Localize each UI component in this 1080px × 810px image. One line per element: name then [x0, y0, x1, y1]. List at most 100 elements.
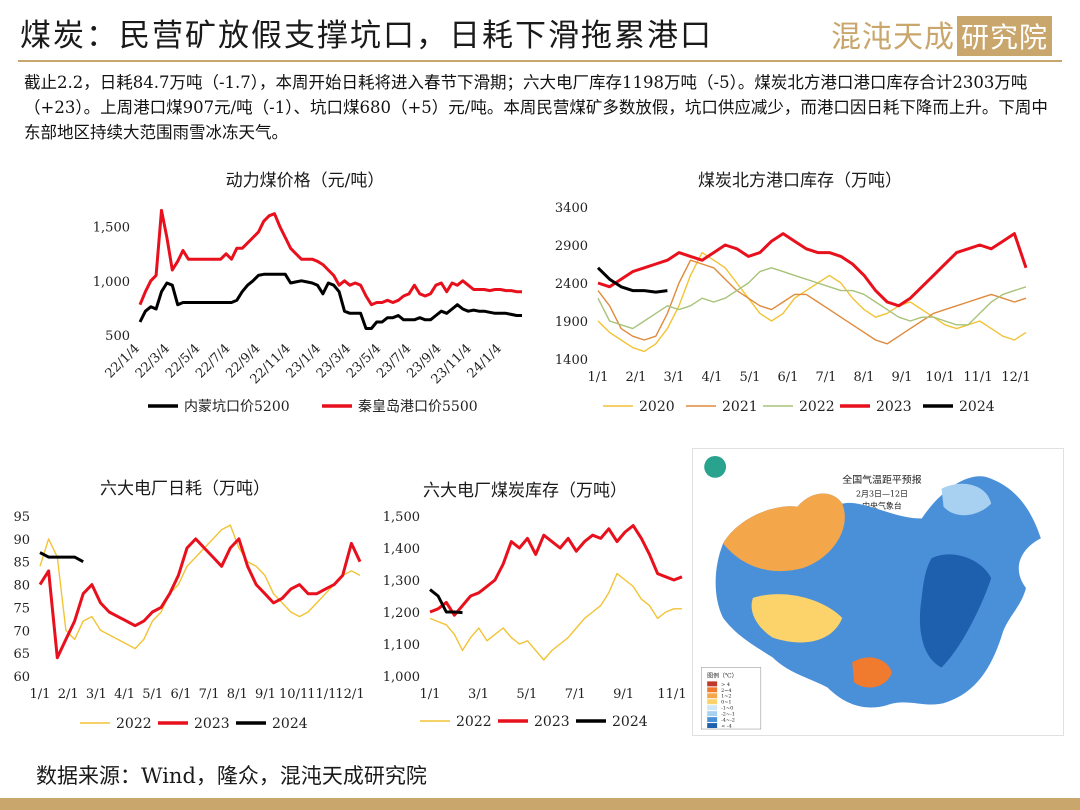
legend-label: 2022 [799, 399, 835, 415]
legend-label: 秦皇岛港口价5500 [358, 399, 478, 415]
legend-color-label: < -4 [721, 724, 732, 730]
chart-title-stock: 六大电厂煤炭库存（万吨） [423, 481, 627, 501]
y-tick-label: 1,000 [93, 275, 130, 290]
cma-logo-icon [704, 455, 727, 478]
y-tick-label: 90 [13, 533, 30, 548]
x-tick-label: 2/1 [626, 370, 647, 385]
legend-color-swatch [707, 711, 718, 717]
series-line-2022 [597, 267, 1027, 330]
footer-bar [0, 798, 1080, 810]
series-line-2023 [429, 524, 683, 617]
map-source: 中央气象台 [862, 501, 902, 511]
chart-stock: 1,000 1,100 1,200 1,300 1,400 1,500 1/1 3/1 5/1 7… [383, 510, 687, 730]
legend-label: 2021 [722, 399, 758, 415]
legend-color-swatch [707, 681, 718, 687]
series-line-2022 [429, 572, 682, 661]
series-line-内蒙坑口价5200 [138, 272, 522, 330]
chart-title-consumption: 六大电厂日耗（万吨） [100, 479, 270, 499]
y-tick-label: 1400 [555, 353, 588, 368]
y-tick-label: 75 [13, 601, 30, 616]
legend-label: 内蒙坑口价5200 [184, 399, 290, 415]
x-tick-label: 6/1 [778, 370, 799, 385]
y-tick-label: 60 [13, 670, 30, 685]
x-tick-label: 5/1 [740, 370, 761, 385]
legend-color-label: 2~4 [721, 688, 731, 694]
series-line-2023 [597, 232, 1028, 308]
legend-label: 2024 [272, 716, 308, 732]
series-line-2023 [38, 537, 362, 660]
y-tick-label: 3400 [555, 201, 588, 216]
series-line-2020 [597, 251, 1027, 353]
legend-color-label: -2~-1 [721, 712, 735, 718]
x-tick-label: 9/1 [892, 370, 913, 385]
x-tick-label: 8/1 [227, 687, 248, 702]
x-tick-label: 11/1 [307, 687, 336, 702]
page-title: 煤炭：民营矿放假支撑坑口，日耗下滑拖累港口 [20, 18, 713, 54]
y-tick-label: 1,500 [93, 221, 130, 236]
legend-label: 2024 [612, 714, 648, 730]
legend-color-label: > 4 [721, 682, 730, 688]
x-tick-label: 10/1 [279, 687, 308, 702]
legend-label: 2020 [639, 399, 675, 415]
legend-label: 2023 [534, 714, 570, 730]
x-tick-label: 11/1 [963, 370, 992, 385]
x-tick-label: 11/1 [657, 687, 686, 702]
y-tick-label: 2400 [555, 277, 588, 292]
chart-consumption: 60 65 70 75 80 85 90 95 1/1 2/1 3/1 4/1 5/1 6/1 7/1 8/1… [13, 510, 364, 732]
chart-price: 5001,0001,50022/1/422/3/422/5/422/7/422/… [93, 208, 522, 415]
y-tick-label: 500 [105, 329, 130, 344]
y-tick-label: 1900 [555, 315, 588, 330]
legend-color-label: -4~-2 [721, 718, 735, 724]
y-tick-label: 2900 [555, 239, 588, 254]
warm-region-west [751, 594, 843, 643]
x-tick-label: 7/1 [199, 687, 220, 702]
legend-color-label: 0~1 [721, 700, 731, 706]
y-tick-label: 1,200 [383, 606, 420, 621]
series-line-2024 [39, 551, 84, 564]
y-tick-label: 1,100 [383, 638, 420, 653]
chart-port: 1400 1900 2400 2900 3400 1/1 2/1 3/1 4/1 5/1 6/1 7/… [555, 201, 1031, 415]
series-line-2022 [39, 524, 361, 650]
legend-color-label: -1~0 [721, 706, 733, 712]
weather-map: 全国气温距平预报 2月3日—12日 中央气象台 图例（℃） > 42~41~20… [692, 448, 1064, 736]
legend-color-swatch [707, 717, 718, 723]
x-tick-label: 4/1 [702, 370, 723, 385]
x-tick-label: 7/1 [565, 687, 586, 702]
x-tick-label: 10/1 [925, 370, 954, 385]
legend-title: 图例（℃） [707, 671, 737, 679]
x-tick-label: 6/1 [170, 687, 191, 702]
legend-color-swatch [707, 687, 718, 693]
logo-text: 混沌天成 [830, 20, 955, 55]
x-tick-label: 7/1 [816, 370, 837, 385]
y-tick-label: 1,500 [383, 510, 420, 525]
series-line-2024 [429, 588, 463, 615]
x-tick-label: 9/1 [613, 687, 634, 702]
y-tick-label: 95 [13, 510, 30, 525]
x-tick-label: 5/1 [142, 687, 163, 702]
legend-label: 2023 [194, 716, 230, 732]
x-tick-label: 1/1 [30, 687, 51, 702]
x-tick-label: 2/1 [58, 687, 79, 702]
chart-title-port: 煤炭北方港口库存（万吨） [698, 171, 902, 191]
data-source: 数据来源：Wind，隆众，混沌天成研究院 [36, 764, 427, 788]
series-line-2021 [597, 259, 1027, 345]
legend-label: 2023 [876, 399, 912, 415]
x-tick-label: 3/1 [664, 370, 685, 385]
x-tick-label: 5/1 [516, 687, 537, 702]
map-date: 2月3日—12日 [856, 490, 908, 499]
x-tick-label: 24/1/4 [465, 341, 505, 381]
legend-label: 2022 [456, 714, 492, 730]
map-title: 全国气温距平预报 [842, 473, 921, 486]
x-tick-label: 1/1 [588, 370, 609, 385]
x-tick-label: 8/1 [854, 370, 875, 385]
header: 煤炭：民营矿放假支撑坑口，日耗下滑拖累港口 混沌天成 研究院 [0, 0, 1080, 62]
y-tick-label: 1,300 [383, 574, 420, 589]
warm-region-northwest [723, 493, 845, 572]
y-tick-label: 1,000 [383, 670, 420, 685]
x-tick-label: 1/1 [420, 687, 441, 702]
series-line-2024 [596, 266, 668, 294]
cool-region-northeast [941, 483, 992, 516]
header-divider [18, 60, 1062, 62]
legend-color-swatch [707, 693, 718, 699]
x-tick-label: 12/1 [335, 687, 364, 702]
